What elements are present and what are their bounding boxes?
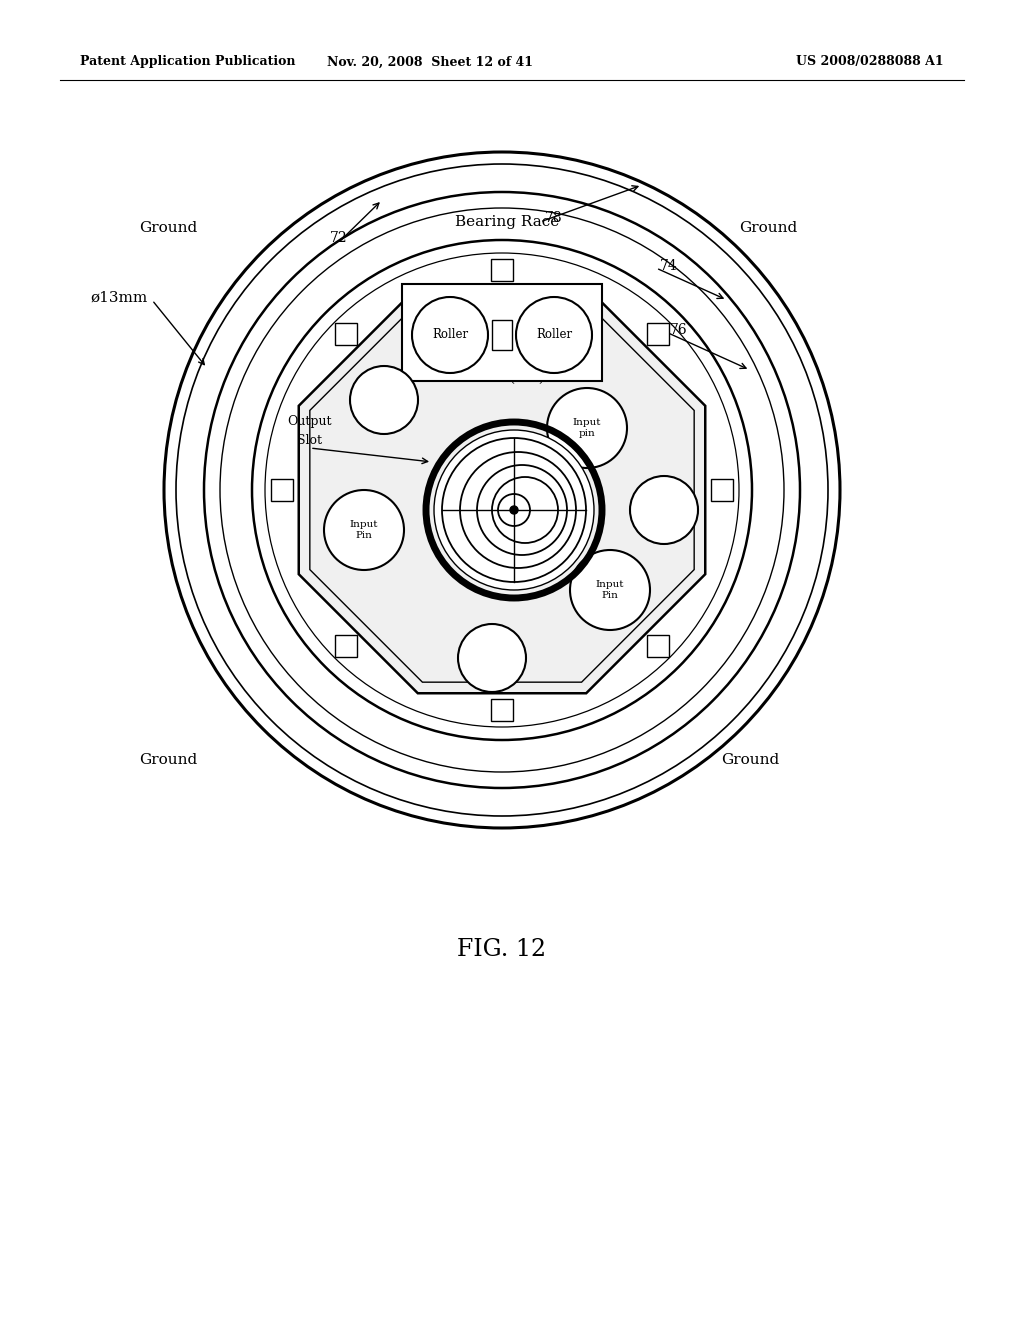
Text: Nov. 20, 2008  Sheet 12 of 41: Nov. 20, 2008 Sheet 12 of 41 [327,55,534,69]
Bar [490,259,513,281]
Bar [336,323,357,346]
Text: 74: 74 [660,259,678,273]
Text: 76: 76 [670,323,688,337]
Text: Input
Pin: Input Pin [350,520,378,540]
Circle shape [324,490,404,570]
Text: 78: 78 [545,211,562,224]
Text: Patent Application Publication: Patent Application Publication [80,55,296,69]
Text: Bearing Race: Bearing Race [455,215,559,228]
Circle shape [434,430,594,590]
Text: US 2008/0288088 A1: US 2008/0288088 A1 [797,55,944,69]
Bar [402,284,602,381]
Circle shape [516,297,592,374]
Text: Roller: Roller [432,329,468,342]
Text: Ground: Ground [721,752,779,767]
Bar [490,700,513,721]
Circle shape [498,494,530,525]
Circle shape [458,624,526,692]
Bar [646,635,669,656]
Text: Output Shaft: Output Shaft [483,354,570,367]
Circle shape [412,297,488,374]
Bar [336,635,357,656]
Text: Slot: Slot [298,433,323,446]
Circle shape [350,366,418,434]
Text: 72: 72 [330,231,347,246]
Text: Input
Pin: Input Pin [596,581,625,599]
Polygon shape [299,286,706,693]
Text: Ground: Ground [139,220,198,235]
Text: FIG. 12: FIG. 12 [458,939,547,961]
Bar [711,479,733,502]
Bar [492,319,512,350]
Text: I: I [489,653,495,667]
Text: (hex): (hex) [510,371,544,384]
Text: Output: Output [288,416,332,429]
Text: Roller: Roller [536,329,572,342]
Circle shape [510,506,518,513]
Text: ø13mm: ø13mm [91,290,148,305]
Text: Ground: Ground [139,752,198,767]
Text: Input
pin: Input pin [572,418,601,438]
Circle shape [547,388,627,469]
Bar [646,323,669,346]
Circle shape [630,477,698,544]
Circle shape [570,550,650,630]
Bar [271,479,293,502]
Text: Ground: Ground [739,220,797,235]
